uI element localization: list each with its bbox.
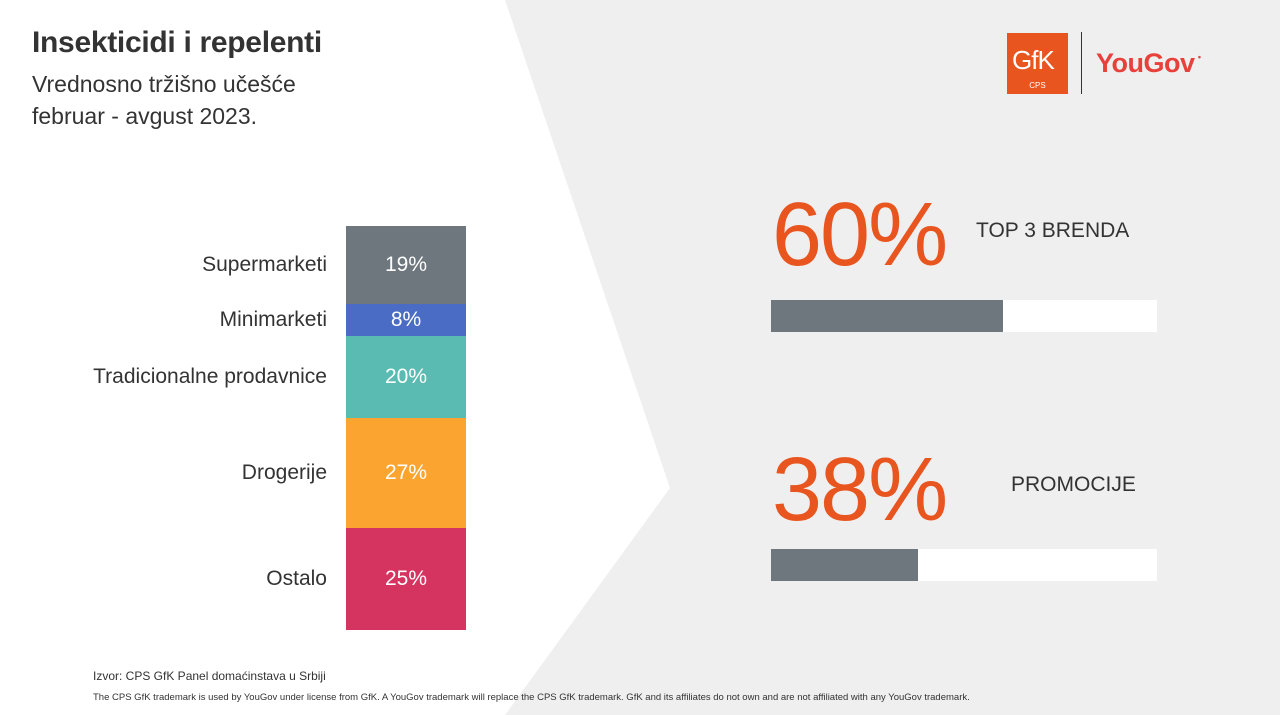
trademark-note: The CPS GfK trademark is used by YouGov … <box>93 692 970 703</box>
kpi-fill <box>771 549 918 581</box>
bar-value-label: 25% <box>384 566 428 590</box>
yougov-logo: YouGov • <box>1096 47 1201 79</box>
page-title: Insekticidi i repelenti <box>32 26 322 59</box>
yougov-logo-dot: • <box>1197 51 1201 62</box>
bar-segment-1 <box>346 226 466 304</box>
bar-category-label: Tradicionalne prodavnice <box>93 364 327 388</box>
kpi-value: 38% <box>772 440 948 540</box>
bar-segment-3 <box>346 336 466 418</box>
bar-value-label: 20% <box>384 364 428 388</box>
logo-group: GfK CPS YouGov • <box>1007 32 1201 94</box>
logo-divider <box>1081 32 1082 94</box>
bar-value-label: 27% <box>384 460 428 484</box>
bar-category-label: Ostalo <box>266 566 327 590</box>
kpi-fill <box>771 300 1003 332</box>
yougov-logo-text: YouGov <box>1096 47 1195 78</box>
bar-category-label: Drogerije <box>241 460 327 484</box>
kpi-value: 60% <box>772 185 948 285</box>
bar-segment-2 <box>346 303 466 337</box>
gfk-logo-sub: CPS <box>1029 80 1046 90</box>
bar-segment-5 <box>346 527 466 630</box>
bar-category-label: Minimarketi <box>219 307 327 331</box>
subtitle-period: februar - avgust 2023. <box>32 103 258 129</box>
bar-value-label: 8% <box>390 307 422 331</box>
kpi-track <box>771 300 1157 332</box>
kpi-label: PROMOCIJE <box>1011 473 1136 496</box>
subtitle-measure: Vrednosno tržišno učešće <box>32 71 296 97</box>
gfk-logo-text: GfK <box>1012 44 1055 75</box>
gfk-logo: GfK CPS <box>1007 32 1068 94</box>
kpi-track <box>771 549 1157 581</box>
bar-category-label: Supermarketi <box>202 252 327 276</box>
kpi-label: TOP 3 BRENDA <box>976 219 1130 242</box>
bar-segment-4 <box>346 417 466 528</box>
source-note: Izvor: CPS GfK Panel domaćinstava u Srbi… <box>93 669 326 683</box>
bar-value-label: 19% <box>384 252 428 276</box>
